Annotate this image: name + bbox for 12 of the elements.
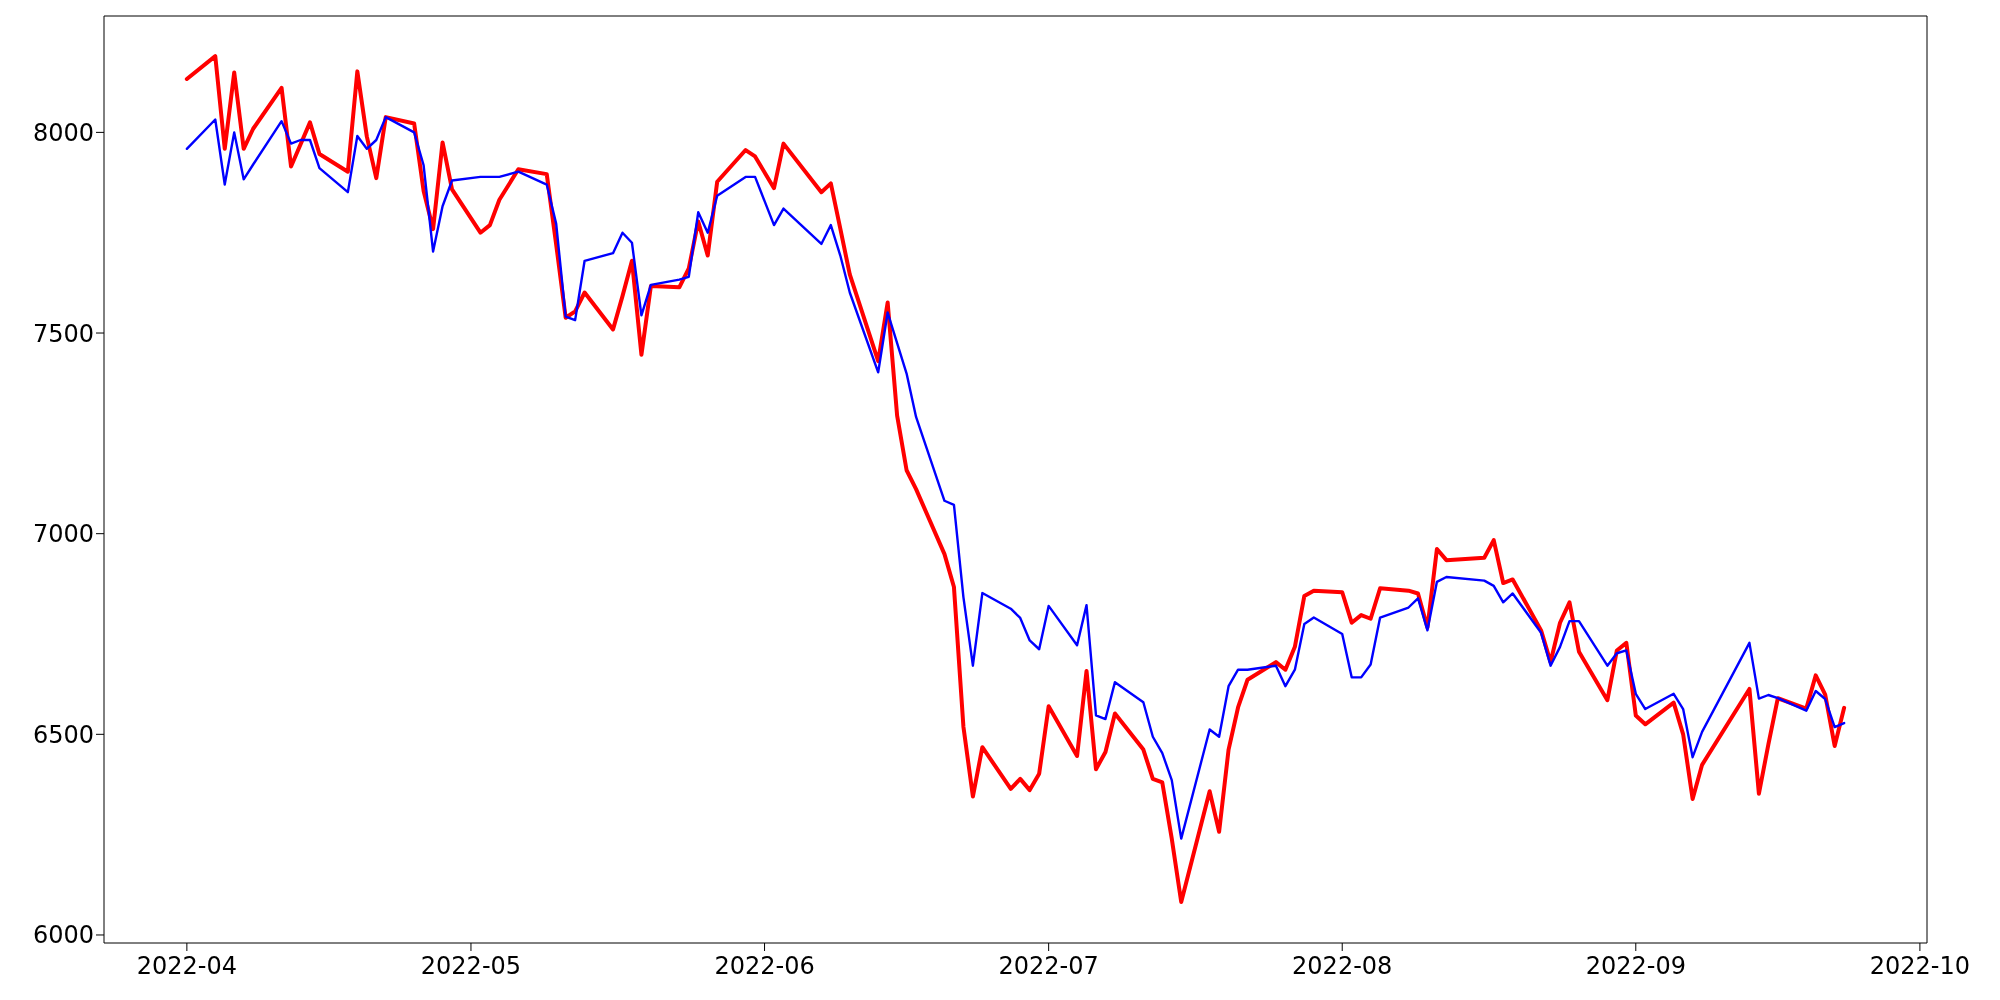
x-tick-label: 2022-08: [1292, 952, 1393, 981]
y-tick-label: 7000: [32, 520, 94, 549]
x-tick-label: 2022-07: [998, 952, 1099, 981]
y-tick-label: 6000: [32, 921, 94, 950]
x-tick-label: 2022-09: [1585, 952, 1686, 981]
y-tick-label: 7500: [32, 319, 94, 348]
x-tick-label: 2022-10: [1869, 952, 1971, 981]
x-tick-label: 2022-04: [136, 952, 237, 981]
y-tick-label: 8000: [32, 118, 94, 147]
y-tick-label: 6500: [32, 720, 94, 749]
x-tick-label: 2022-06: [714, 952, 815, 981]
x-tick-label: 2022-05: [420, 952, 522, 981]
